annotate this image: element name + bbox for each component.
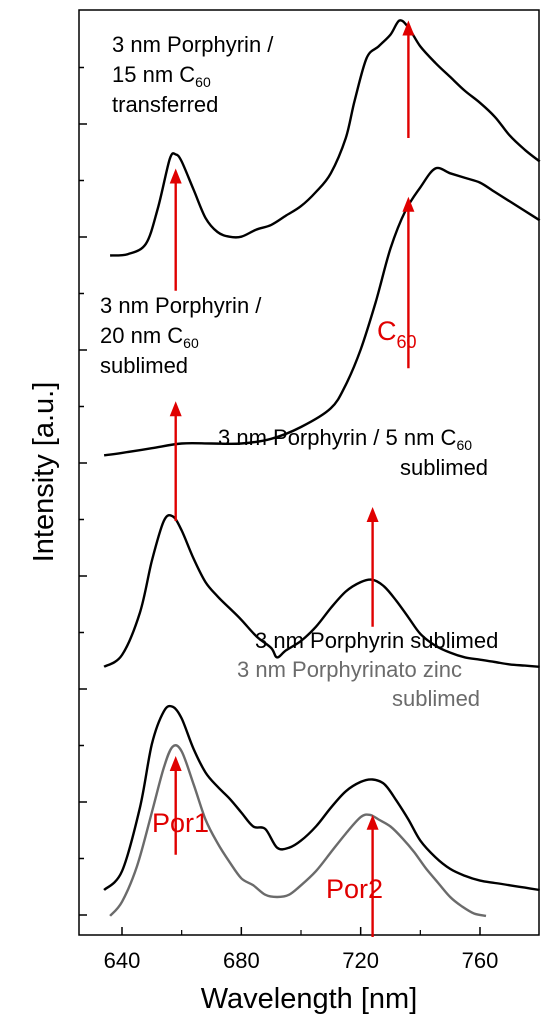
x-axis-label: Wavelength [nm]: [201, 983, 418, 1015]
y-axis-label: Intensity [a.u.]: [28, 382, 60, 563]
annotation-por1: Por1: [152, 808, 209, 838]
label-zinc: 3 nm Porphyrinato zinc: [237, 657, 462, 682]
label-5nm: 3 nm Porphyrin / 5 nm C60: [218, 425, 472, 453]
series-line-1: [103, 166, 541, 457]
red-arrow-0: [402, 20, 415, 138]
label-transferred-line3: transferred: [112, 92, 218, 117]
red-arrow-2: [169, 168, 182, 291]
x-tick-label-720: 720: [342, 948, 379, 973]
label-transferred-line2: 15 nm C60: [112, 62, 211, 90]
x-tick-label-640: 640: [104, 948, 141, 973]
plot-frame: [78, 9, 540, 936]
series-line-3: [103, 704, 540, 892]
axis-ticks: 640 680 720 760: [79, 66, 499, 973]
series-group: [103, 19, 541, 918]
label-transferred: 3 nm Porphyrin /: [112, 32, 274, 57]
label-20nm: 3 nm Porphyrin /: [100, 293, 262, 318]
label-20nm-line2: 20 nm C60: [100, 323, 199, 351]
label-20nm-line3: sublimed: [100, 353, 188, 378]
label-porphyrin: 3 nm Porphyrin sublimed: [255, 628, 498, 653]
x-tick-label-760: 760: [462, 948, 499, 973]
series-line-0: [110, 19, 541, 257]
label-5nm-line2: sublimed: [400, 455, 488, 480]
label-zinc-line2: sublimed: [392, 686, 480, 711]
series-line-2: [103, 513, 540, 668]
series-line-4: [109, 744, 487, 918]
annotation-por2: Por2: [326, 874, 383, 904]
annotation-c60: C60: [377, 316, 417, 352]
red-arrow-5: [169, 756, 182, 855]
red-arrow-3: [169, 401, 182, 522]
arrow-annotations: [169, 20, 415, 937]
red-arrow-4: [366, 506, 379, 627]
x-tick-label-680: 680: [223, 948, 260, 973]
red-arrow-6: [366, 814, 379, 937]
red-arrow-1: [402, 196, 415, 369]
